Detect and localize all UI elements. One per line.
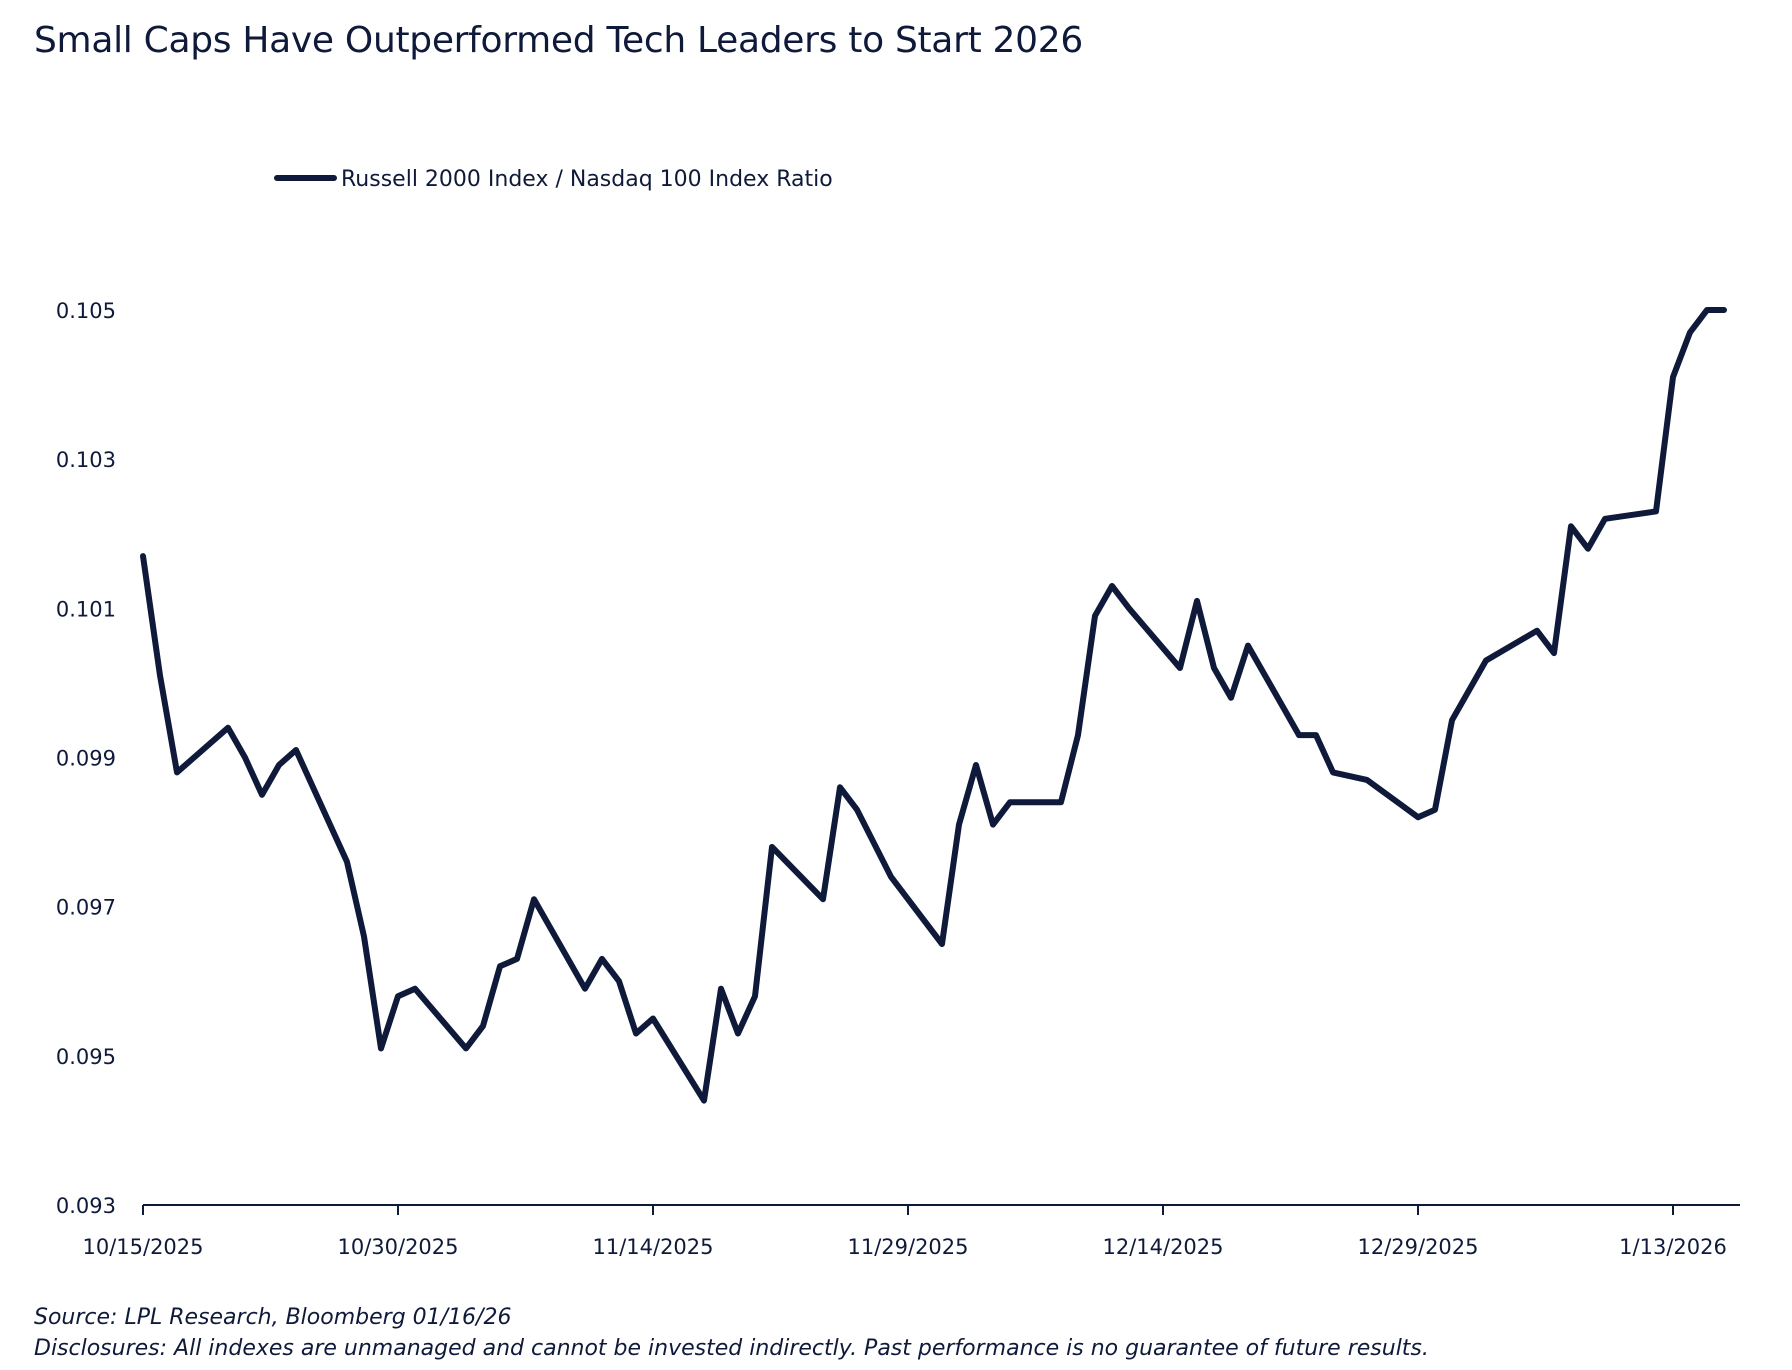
y-tick-label: 0.099	[56, 747, 116, 771]
chart-title: Small Caps Have Outperformed Tech Leader…	[34, 20, 1083, 61]
x-tick-label: 11/29/2025	[847, 1235, 968, 1259]
x-tick-label: 12/14/2025	[1102, 1235, 1223, 1259]
y-tick-label: 0.093	[56, 1194, 116, 1218]
x-tick-label: 10/15/2025	[82, 1235, 203, 1259]
x-tick-label: 12/29/2025	[1357, 1235, 1478, 1259]
y-axis: 0.093 0.095 0.097 0.099 0.101 0.103 0.105	[56, 299, 116, 1218]
y-tick-label: 0.101	[56, 597, 116, 621]
x-tick-label: 11/14/2025	[592, 1235, 713, 1259]
disclosure-note: Disclosures: All indexes are unmanaged a…	[34, 1336, 1429, 1361]
x-tick-label: 1/13/2026	[1619, 1235, 1727, 1259]
y-tick-label: 0.105	[56, 299, 116, 323]
y-tick-label: 0.097	[56, 896, 116, 920]
chart-footer: Source: LPL Research, Bloomberg 01/16/26…	[34, 1302, 1429, 1364]
y-tick-label: 0.103	[56, 448, 116, 472]
y-tick-label: 0.095	[56, 1045, 116, 1069]
series-line-russell-nasdaq-ratio	[140, 307, 1727, 1104]
x-axis: 10/15/2025 10/30/2025 11/14/2025 11/29/2025…	[82, 1204, 1740, 1259]
legend-label: Russell 2000 Index / Nasdaq 100 Index Ra…	[341, 167, 833, 192]
source-note: Source: LPL Research, Bloomberg 01/16/26	[34, 1305, 512, 1330]
x-tick-label: 10/30/2025	[337, 1235, 458, 1259]
legend: Russell 2000 Index / Nasdaq 100 Index Ra…	[274, 167, 833, 192]
